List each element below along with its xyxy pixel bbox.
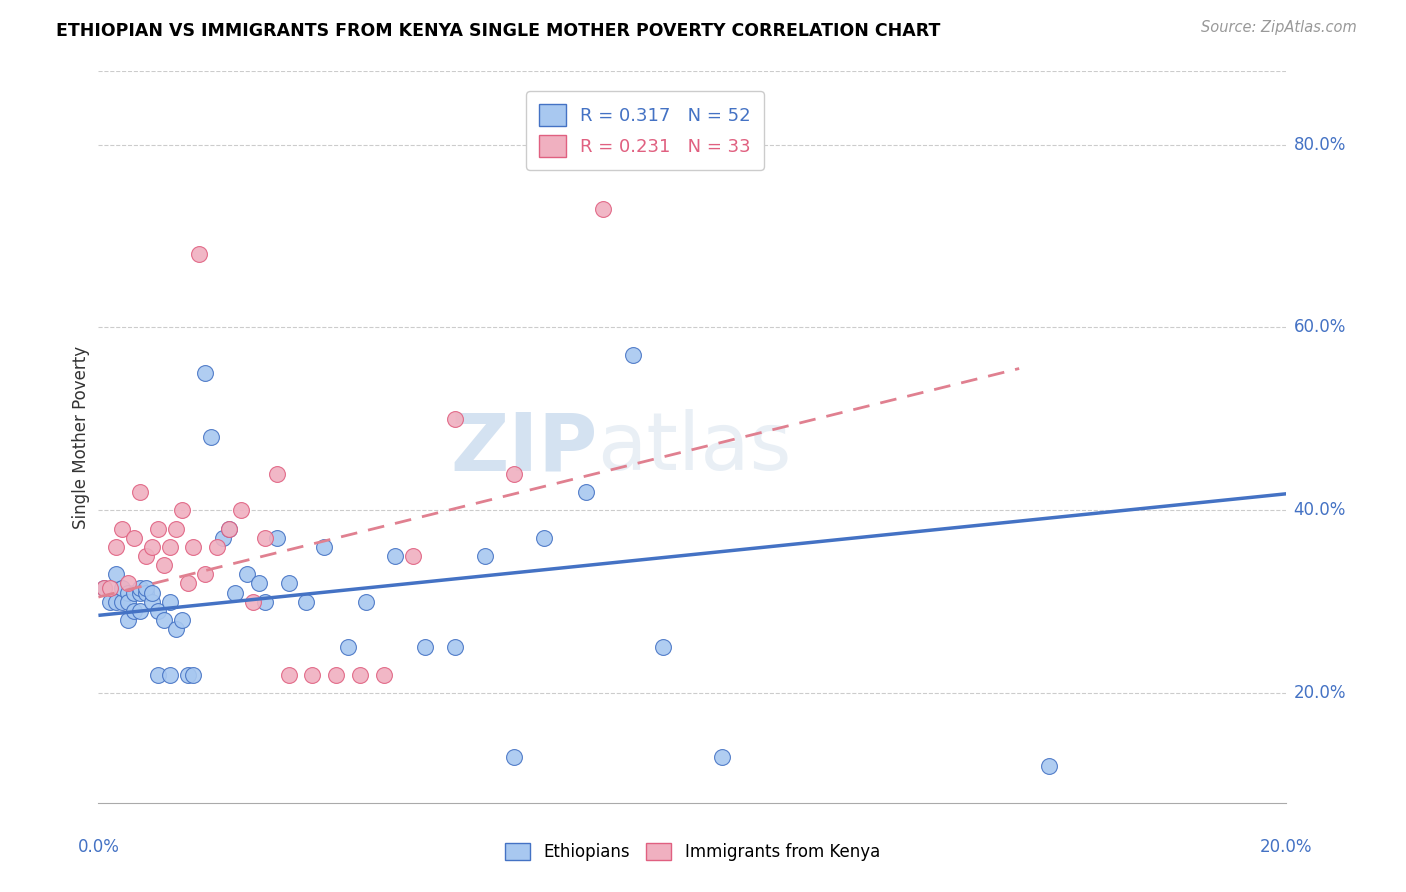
Point: [373, 667, 395, 681]
Point: [111, 594, 134, 608]
Point: [129, 581, 152, 595]
Point: [141, 594, 163, 608]
Point: [218, 521, 240, 535]
Point: [176, 576, 198, 591]
Point: [266, 531, 288, 545]
Point: [253, 594, 276, 608]
Point: [314, 540, 336, 554]
Point: [533, 531, 555, 545]
Point: [165, 521, 187, 535]
Point: [117, 585, 139, 599]
Point: [503, 467, 526, 481]
Point: [295, 594, 318, 608]
Point: [711, 750, 734, 764]
Point: [117, 576, 139, 591]
Point: [105, 567, 128, 582]
Text: 40.0%: 40.0%: [1294, 501, 1346, 519]
Text: ETHIOPIAN VS IMMIGRANTS FROM KENYA SINGLE MOTHER POVERTY CORRELATION CHART: ETHIOPIAN VS IMMIGRANTS FROM KENYA SINGL…: [56, 22, 941, 40]
Point: [111, 521, 134, 535]
Text: atlas: atlas: [598, 409, 792, 487]
Point: [152, 613, 174, 627]
Point: [194, 567, 217, 582]
Point: [146, 667, 169, 681]
Point: [621, 348, 644, 362]
Point: [218, 521, 240, 535]
Point: [146, 604, 169, 618]
Point: [105, 540, 128, 554]
Point: [266, 467, 288, 481]
Text: 20.0%: 20.0%: [1260, 838, 1313, 856]
Point: [224, 585, 246, 599]
Point: [129, 604, 152, 618]
Text: ZIP: ZIP: [450, 409, 598, 487]
Point: [117, 594, 139, 608]
Point: [117, 613, 139, 627]
Point: [194, 366, 217, 380]
Point: [384, 549, 406, 563]
Point: [474, 549, 496, 563]
Point: [574, 485, 596, 500]
Point: [159, 667, 181, 681]
Point: [98, 581, 121, 595]
Point: [93, 581, 115, 595]
Text: 20.0%: 20.0%: [1294, 684, 1346, 702]
Point: [146, 521, 169, 535]
Point: [336, 640, 359, 655]
Point: [170, 613, 193, 627]
Point: [354, 594, 377, 608]
Point: [141, 585, 163, 599]
Point: [242, 594, 264, 608]
Point: [443, 412, 465, 426]
Point: [212, 531, 235, 545]
Point: [349, 667, 371, 681]
Point: [503, 750, 526, 764]
Point: [176, 667, 198, 681]
Point: [129, 485, 152, 500]
Point: [325, 667, 347, 681]
Point: [236, 567, 259, 582]
Text: 80.0%: 80.0%: [1294, 136, 1346, 153]
Point: [93, 581, 115, 595]
Legend: Ethiopians, Immigrants from Kenya: Ethiopians, Immigrants from Kenya: [498, 836, 887, 868]
Point: [129, 585, 152, 599]
Point: [443, 640, 465, 655]
Point: [183, 540, 205, 554]
Point: [122, 604, 145, 618]
Point: [651, 640, 673, 655]
Point: [122, 531, 145, 545]
Point: [98, 594, 121, 608]
Point: [301, 667, 323, 681]
Point: [592, 202, 614, 216]
Point: [402, 549, 425, 563]
Point: [1038, 759, 1060, 773]
Text: Source: ZipAtlas.com: Source: ZipAtlas.com: [1201, 20, 1357, 35]
Point: [165, 622, 187, 636]
Point: [247, 576, 270, 591]
Point: [135, 581, 157, 595]
Point: [135, 585, 157, 599]
Text: 60.0%: 60.0%: [1294, 318, 1346, 336]
Point: [122, 585, 145, 599]
Point: [152, 558, 174, 573]
Point: [141, 540, 163, 554]
Point: [205, 540, 228, 554]
Point: [413, 640, 436, 655]
Point: [105, 594, 128, 608]
Point: [135, 549, 157, 563]
Point: [229, 503, 252, 517]
Point: [188, 247, 211, 261]
Point: [159, 540, 181, 554]
Point: [111, 581, 134, 595]
Text: 0.0%: 0.0%: [77, 838, 120, 856]
Point: [253, 531, 276, 545]
Point: [200, 430, 222, 444]
Point: [159, 594, 181, 608]
Point: [183, 667, 205, 681]
Point: [277, 576, 299, 591]
Point: [277, 667, 299, 681]
Point: [170, 503, 193, 517]
Y-axis label: Single Mother Poverty: Single Mother Poverty: [72, 345, 90, 529]
